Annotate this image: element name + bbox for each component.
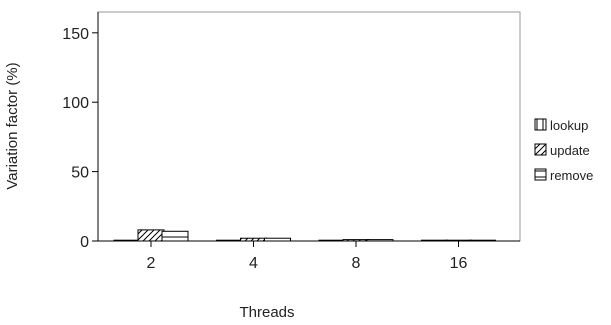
legend-swatch-update	[534, 143, 547, 156]
bar-lookup-8	[318, 239, 346, 242]
legend: lookup update remove	[534, 118, 593, 183]
bar-remove-4	[264, 237, 291, 242]
plot-frame	[97, 11, 521, 242]
x-axis: 2 4 8 16	[98, 240, 520, 272]
y-tick-label: 0	[80, 234, 89, 251]
x-axis-label: Threads	[239, 304, 294, 321]
bar-lookup-4	[216, 239, 243, 242]
x-tick-label: 4	[249, 255, 258, 272]
legend-swatch-remove	[534, 168, 547, 181]
bar-update-2	[137, 229, 165, 242]
bar-remove-2	[161, 230, 189, 242]
legend-label-update: update	[550, 143, 590, 158]
x-tick-label: 8	[352, 255, 361, 272]
bar-update-16	[445, 239, 472, 242]
bar-remove-16	[469, 239, 496, 242]
legend-swatch-lookup	[534, 118, 547, 131]
bar-lookup-16	[421, 239, 448, 242]
x-tick-label: 16	[450, 255, 468, 272]
bar-remove-8	[366, 239, 394, 242]
legend-label-remove: remove	[550, 168, 593, 183]
x-tick-label: 2	[147, 255, 156, 272]
bar-update-4	[240, 237, 267, 242]
bar-update-8	[342, 239, 370, 242]
y-axis-label: Variation factor (%)	[4, 62, 21, 189]
y-tick-label: 100	[62, 95, 89, 112]
y-axis: 0 50 100 150	[62, 12, 99, 251]
bars	[113, 229, 496, 242]
bar-lookup-2	[113, 239, 141, 242]
y-tick-label: 150	[62, 26, 89, 43]
legend-label-lookup: lookup	[550, 118, 588, 133]
y-tick-label: 50	[71, 165, 89, 182]
